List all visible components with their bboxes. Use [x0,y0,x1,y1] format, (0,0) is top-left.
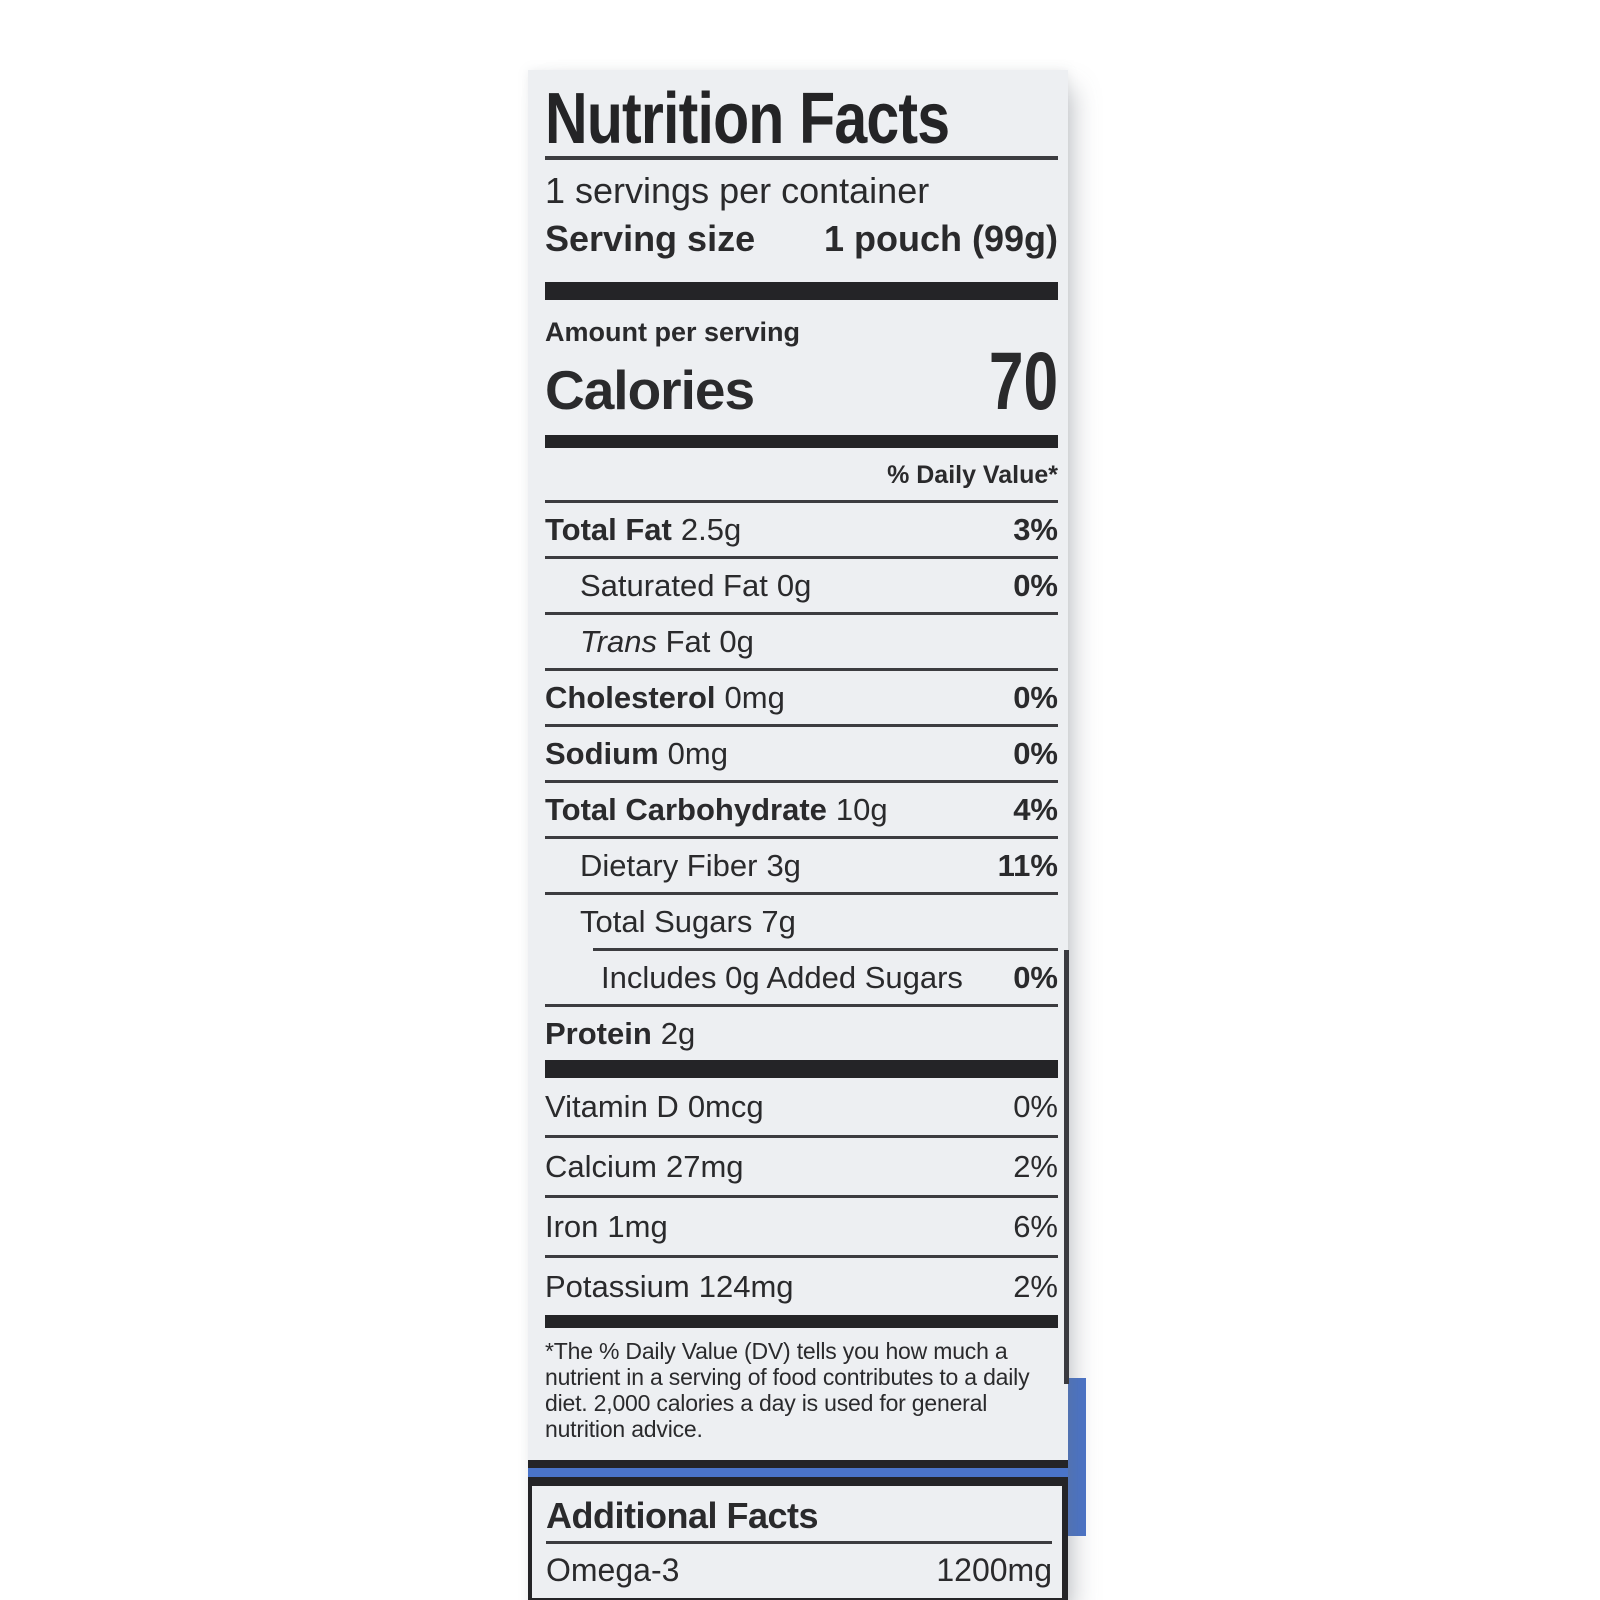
nutrient-name: Total Carbohydrate 10g [545,792,888,827]
additional-fact-name: Omega-3 [546,1552,680,1588]
additional-fact-row: Omega-3 1200mg [546,1544,1052,1598]
calories-value: 70 [988,336,1058,427]
nutrient-row: Protein 2g [545,1004,1058,1060]
vitamin-amount: 0mcg [687,1089,764,1124]
nutrient-amount: 2g [660,1016,696,1051]
vitamin-amount: 27mg [665,1149,744,1184]
label-title-text: Nutrition Facts [545,79,950,159]
vitamin-daily-value: 2% [1013,1149,1058,1184]
vitamin-name: Calcium 27mg [545,1149,744,1184]
nutrient-name: Saturated Fat 0g [580,568,812,603]
nutrient-name: Total Fat 2.5g [545,512,742,547]
box-bottom-border [528,1460,1068,1468]
additional-facts-heading: Additional Facts [546,1495,819,1536]
additional-facts-rows: Omega-3 1200mg [546,1544,1052,1598]
serving-size-row: Serving size 1 pouch (99g) [545,216,1058,282]
vitamin-row: Iron 1mg 6% [545,1195,1058,1255]
nutrient-row: Total Fat 2.5g 3% [545,500,1058,556]
serving-size-value: 1 pouch (99g) [823,218,1058,259]
servings-per-container: 1 servings per container [545,170,930,211]
nutrition-facts-label: Nutrition Facts 1 servings per container… [528,70,1069,1600]
vitamin-amount: 124mg [698,1269,794,1304]
label-right-edge [1064,950,1069,1384]
calories-row: Calories 70 [545,336,1058,435]
calories-label: Calories [545,359,755,421]
vitamin-row: Potassium 124mg 2% [545,1255,1058,1315]
nutrient-amount: 0mg [667,736,728,771]
package-blue-stripe [528,1468,1068,1477]
additional-facts-rule [546,1541,1052,1544]
section-bar-thick [545,282,1058,300]
section-bar-medium [545,1315,1058,1328]
nutrient-name: Total Sugars 7g [580,904,796,939]
nutrient-amount: 10g [835,792,888,827]
nutrient-amount: 0g [776,568,812,603]
nutrient-daily-value: 0% [1013,736,1058,771]
nutrient-daily-value: 4% [1013,792,1058,827]
additional-facts-box: Additional Facts Omega-3 1200mg [528,1477,1068,1600]
serving-size-label: Serving size [545,218,756,259]
nutrient-daily-value: 0% [1013,960,1058,995]
nutrient-row: Includes 0g Added Sugars 0% [593,948,1058,1004]
nutrient-daily-value: 11% [997,848,1058,883]
vitamin-daily-value: 6% [1013,1209,1058,1244]
nutrient-row: Total Carbohydrate 10g 4% [545,780,1058,836]
footnote: *The % Daily Value (DV) tells you how mu… [545,1338,1030,1442]
nutrient-row: Sodium 0mg 0% [545,724,1058,780]
vitamin-name: Potassium 124mg [545,1269,794,1304]
nutrient-name-italic: Trans [580,624,657,659]
vitamin-row: Vitamin D 0mcg 0% [545,1078,1058,1135]
nutrient-name: Protein 2g [545,1016,696,1051]
nutrient-row: Dietary Fiber 3g 11% [545,836,1058,892]
vitamin-name: Iron 1mg [545,1209,668,1244]
vitamin-amount: 1mg [607,1209,668,1244]
nutrient-row: Cholesterol 0mg 0% [545,668,1058,724]
nutrient-name: Sodium 0mg [545,736,728,771]
nutrient-row: Trans Fat 0g [545,612,1058,668]
vitamin-rows: Vitamin D 0mcg 0% Calcium 27mg 2% Iron 1mg … [545,1078,1058,1315]
nutrient-amount: 7g [761,904,796,939]
daily-value-header: % Daily Value* [887,461,1058,489]
additional-fact-value: 1200mg [936,1552,1052,1588]
nutrient-name: Cholesterol 0mg [545,680,785,715]
label-title: Nutrition Facts [545,82,1058,156]
vitamin-daily-value: 2% [1013,1269,1058,1304]
section-bar-thick [545,1060,1058,1078]
nutrient-amount: 0g [719,624,754,659]
nutrient-daily-value: 0% [1013,568,1058,603]
amount-per-serving: Amount per serving [545,317,801,347]
nutrient-daily-value: 3% [1013,512,1058,547]
vitamin-name: Vitamin D 0mcg [545,1089,764,1124]
nutrient-daily-value: 0% [1013,680,1058,715]
nutrient-rows: Total Fat 2.5g 3% Saturated Fat 0g 0% Tran… [545,500,1058,1060]
nutrient-name: Trans Fat 0g [580,624,754,659]
vitamin-daily-value: 0% [1013,1089,1058,1124]
nutrient-name: Dietary Fiber 3g [580,848,801,883]
nutrient-row: Total Sugars 7g [545,892,1058,948]
nutrient-amount: 0mg [724,680,785,715]
nutrient-amount: 2.5g [680,512,742,547]
nutrient-name: Includes 0g Added Sugars [601,960,963,995]
section-bar-medium [545,435,1058,448]
title-rule [545,156,1058,160]
vitamin-row: Calcium 27mg 2% [545,1135,1058,1195]
nutrient-amount: 3g [766,848,801,883]
nutrient-row: Saturated Fat 0g 0% [545,556,1058,612]
